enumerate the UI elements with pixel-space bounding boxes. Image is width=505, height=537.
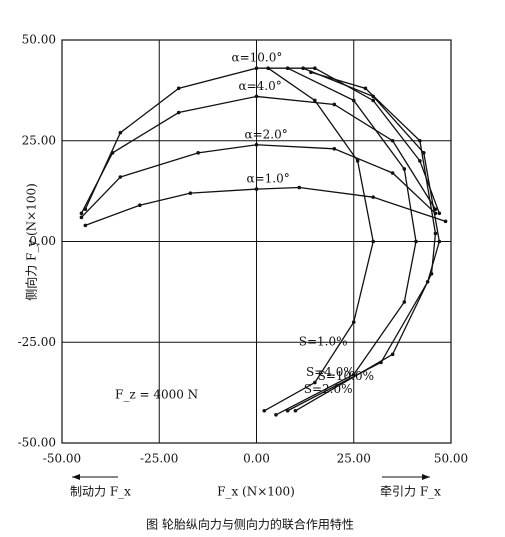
point [138, 203, 142, 208]
point [402, 167, 407, 171]
annotation: F_z = 4000 N [115, 388, 198, 402]
point [254, 142, 259, 147]
point [443, 219, 448, 224]
point [418, 159, 422, 163]
point [118, 175, 123, 179]
point [254, 187, 259, 191]
y-tick-label: -50.00 [18, 436, 56, 450]
point [390, 138, 395, 143]
point [188, 191, 193, 195]
x-axis-label: F_x (N×100) [217, 485, 295, 499]
point [293, 408, 298, 413]
curve [287, 67, 440, 412]
point [390, 171, 395, 175]
curve-label: α=10.0° [232, 51, 283, 65]
point [332, 102, 337, 107]
curve-label: S=2.0% [304, 382, 353, 396]
point [355, 159, 360, 163]
point [79, 215, 84, 220]
x-tick-label: -25.00 [140, 452, 178, 466]
point [390, 352, 395, 357]
arrow-head [422, 474, 430, 480]
curve-label: S=4.0% [306, 365, 355, 379]
point [266, 66, 270, 71]
point [313, 66, 317, 71]
point [176, 110, 181, 115]
point [437, 239, 442, 244]
point [402, 300, 407, 304]
point [332, 147, 337, 151]
y-axis-label: 侧向力 F_y (N×100) [24, 183, 39, 301]
point [262, 408, 267, 413]
point [176, 86, 181, 91]
point [433, 231, 438, 236]
curve-label: α=4.0° [239, 79, 282, 93]
point [274, 412, 278, 417]
point [414, 239, 418, 244]
point [313, 380, 317, 385]
y-tick-label: 25.00 [22, 133, 56, 147]
curve-label: S=1.0% [299, 335, 348, 349]
point [83, 207, 88, 212]
curve [80, 95, 436, 214]
point [437, 211, 442, 216]
point [418, 138, 422, 143]
point [433, 207, 438, 212]
point [83, 223, 88, 228]
x-tick-label: -50.00 [43, 452, 81, 466]
point [285, 66, 290, 71]
point [196, 151, 200, 155]
right-note: 牵引力 F_x [380, 485, 441, 499]
point [421, 151, 426, 155]
x-tick-label: 50.00 [434, 452, 468, 466]
point [429, 271, 434, 276]
y-tick-label: 0.00 [29, 234, 56, 248]
point [254, 66, 259, 71]
point [285, 408, 290, 413]
curve [263, 67, 374, 412]
point [309, 70, 313, 75]
point [313, 98, 317, 103]
left-note: 制动力 F_x [70, 485, 131, 499]
y-tick-label: 50.00 [22, 33, 56, 47]
point [297, 185, 302, 190]
point [363, 86, 368, 91]
y-tick-label: -25.00 [18, 335, 56, 349]
curve-label: α=2.0° [245, 127, 288, 141]
point [79, 211, 84, 216]
x-tick-label: 0.00 [243, 452, 270, 466]
point [301, 66, 305, 71]
curve [84, 67, 440, 214]
curve-label: α=1.0° [247, 172, 290, 186]
point [118, 130, 123, 135]
curve-label: S=10.0% [318, 369, 374, 383]
point [351, 98, 356, 103]
point [371, 195, 376, 199]
point [371, 239, 376, 244]
point [254, 94, 259, 99]
caption: 图 轮胎纵向力与侧向力的联合作用特性 [146, 517, 354, 532]
point [371, 98, 376, 103]
x-tick-label: 25.00 [337, 452, 371, 466]
point [351, 320, 356, 324]
arrow-head [72, 474, 80, 480]
